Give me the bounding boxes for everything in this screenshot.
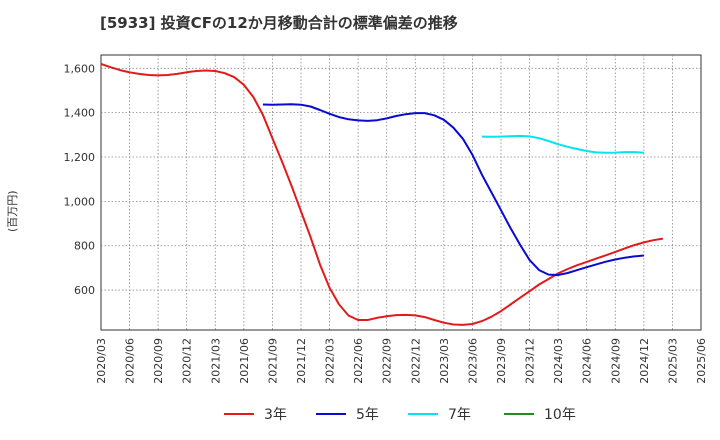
series-line [262,103,644,276]
x-tick-label: 2022/09 [381,338,394,384]
y-tick-label: 1,600 [64,62,96,75]
legend-label: 5年 [356,407,379,423]
legend-label: 3年 [264,407,287,423]
x-tick-label: 2020/03 [95,338,108,384]
x-tick-label: 2024/06 [581,338,594,384]
x-tick-label: 2021/12 [295,338,308,384]
y-tick-label: 1,200 [64,151,96,164]
x-tick-label: 2020/09 [152,338,165,384]
y-tick-label: 600 [74,284,95,297]
x-tick-label: 2021/09 [266,338,279,384]
x-tick-label: 2024/12 [638,338,651,384]
x-tick-label: 2025/03 [666,338,679,384]
x-tick-label: 2024/03 [552,338,565,384]
x-tick-label: 2020/12 [181,338,194,384]
y-tick-label: 800 [74,240,95,253]
y-tick-label: 1,400 [64,107,96,120]
x-tick-label: 2024/09 [609,338,622,384]
legend-label: 10年 [544,407,576,423]
x-tick-label: 2021/03 [209,338,222,384]
x-tick-label: 2023/12 [524,338,537,384]
x-tick-label: 2025/06 [695,338,708,384]
x-tick-label: 2020/06 [124,338,137,384]
series-line [100,62,664,326]
x-tick-label: 2021/06 [238,338,251,384]
x-tick-label: 2023/06 [466,338,479,384]
series-line [481,134,644,154]
x-tick-label: 2022/12 [409,338,422,384]
x-tick-label: 2023/03 [438,338,451,384]
x-tick-label: 2022/03 [324,338,337,384]
plot-area [100,54,702,331]
chart-title: [5933] 投資CFの12か月移動合計の標準偏差の推移 [100,14,458,32]
y-tick-label: 1,000 [64,195,96,208]
x-tick-label: 2022/06 [352,338,365,384]
x-tick-label: 2023/09 [495,338,508,384]
legend-label: 7年 [448,407,471,423]
